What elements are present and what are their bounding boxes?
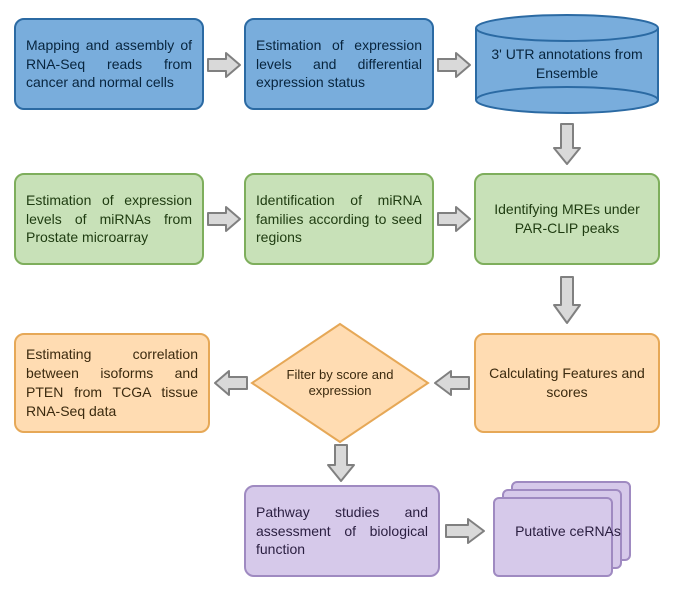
node-mapping-assembly: Mapping and assembly of RNA-Seq reads fr… xyxy=(14,18,204,110)
arrow-down-icon xyxy=(326,443,356,483)
arrow-right-icon xyxy=(206,205,242,233)
node-correlation-isoforms: Estimating correlation between isoforms … xyxy=(14,333,210,433)
node-mirna-families: Identification of miRNA families accordi… xyxy=(244,173,434,265)
node-label: Identification of miRNA families accordi… xyxy=(256,191,422,248)
node-label: 3' UTR annotations from Ensemble xyxy=(474,45,660,83)
arrow-down-icon xyxy=(552,122,582,166)
flowchart-canvas: Mapping and assembly of RNA-Seq reads fr… xyxy=(0,0,675,592)
node-calculating-features: Calculating Features and scores xyxy=(474,333,660,433)
arrow-down-icon xyxy=(552,275,582,325)
node-label: Pathway studies and assessment of biolog… xyxy=(256,503,428,560)
node-label: Calculating Features and scores xyxy=(486,364,648,402)
node-label: Estimating correlation between isoforms … xyxy=(26,345,198,421)
arrow-left-icon xyxy=(433,369,471,397)
node-label: Identifying MREs under PAR-CLIP peaks xyxy=(486,200,648,238)
node-utr-annotations-db: 3' UTR annotations from Ensemble xyxy=(474,14,660,114)
node-label: Putative ceRNAs xyxy=(515,523,621,539)
node-label: Estimation of expression levels of miRNA… xyxy=(26,191,192,248)
node-label: Filter by score and expression xyxy=(280,367,400,400)
node-mirna-estimation: Estimation of expression levels of miRNA… xyxy=(14,173,204,265)
arrow-right-icon xyxy=(206,51,242,79)
node-filter-diamond: Filter by score and expression xyxy=(250,322,430,444)
node-estimation-expression: Estimation of expression levels and diff… xyxy=(244,18,434,110)
node-label: Mapping and assembly of RNA-Seq reads fr… xyxy=(26,36,192,93)
arrow-right-icon xyxy=(444,517,486,545)
node-identify-mres: Identifying MREs under PAR-CLIP peaks xyxy=(474,173,660,265)
arrow-right-icon xyxy=(436,51,472,79)
node-putative-cernas-stack: Putative ceRNAs xyxy=(493,481,643,581)
arrow-left-icon xyxy=(213,369,249,397)
arrow-right-icon xyxy=(436,205,472,233)
node-label: Estimation of expression levels and diff… xyxy=(256,36,422,93)
node-pathway-studies: Pathway studies and assessment of biolog… xyxy=(244,485,440,577)
